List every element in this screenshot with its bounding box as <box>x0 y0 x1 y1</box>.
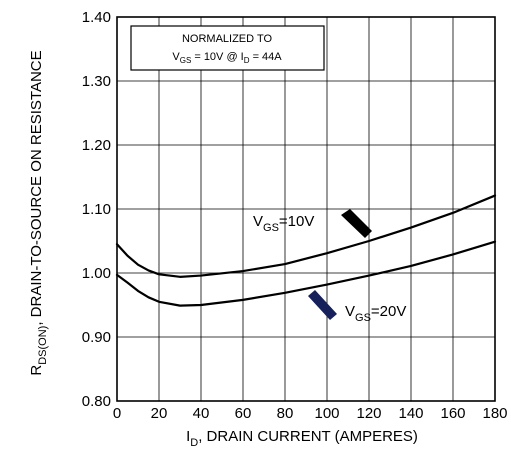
y-tick-label: 1.40 <box>82 9 111 26</box>
y-axis-label: RDS(ON), DRAIN-TO-SOURCE ON RESISTANCE <box>28 50 49 375</box>
series-label-vgs20: VGS=20V <box>345 303 406 324</box>
series-label-vgs10: VGS=10V <box>253 213 314 234</box>
x-tick-label: 20 <box>151 405 168 422</box>
normalization-note: NORMALIZED TO VGS = 10V @ ID = 44A <box>130 25 325 71</box>
x-tick-label: 120 <box>356 405 381 422</box>
tick-labels: 0 20 40 60 80 100 120 140 160 180 0.80 0.90 1.00 1.10… <box>82 9 508 422</box>
pointer-arrow-vgs20 <box>308 290 337 320</box>
series-line-vgs10 <box>115 194 497 278</box>
pointer-arrow-vgs10 <box>341 209 372 238</box>
x-tick-label: 40 <box>193 405 210 422</box>
note-line2: VGS = 10V @ ID = 44A <box>172 51 282 65</box>
plot-frame <box>116 16 496 402</box>
grid <box>117 17 495 401</box>
series-group <box>115 194 497 307</box>
y-tick-label: 0.90 <box>82 329 111 346</box>
y-tick-label: 1.20 <box>82 137 111 154</box>
series-line-vgs20 <box>115 240 497 307</box>
x-tick-label: 80 <box>277 405 294 422</box>
y-tick-label: 1.00 <box>82 265 111 282</box>
note-line1: NORMALIZED TO <box>182 33 272 45</box>
x-tick-label: 140 <box>398 405 423 422</box>
note-box <box>130 25 325 71</box>
y-tick-label: 1.30 <box>82 73 111 90</box>
y-tick-label: 0.80 <box>82 393 111 410</box>
x-tick-label: 180 <box>482 405 507 422</box>
x-tick-label: 60 <box>235 405 252 422</box>
y-tick-label: 1.10 <box>82 201 111 218</box>
x-tick-label: 160 <box>440 405 465 422</box>
x-tick-label: 100 <box>314 405 339 422</box>
x-tick-label: 0 <box>113 405 121 422</box>
x-axis-label: ID, DRAIN CURRENT (AMPERES) <box>186 428 418 449</box>
